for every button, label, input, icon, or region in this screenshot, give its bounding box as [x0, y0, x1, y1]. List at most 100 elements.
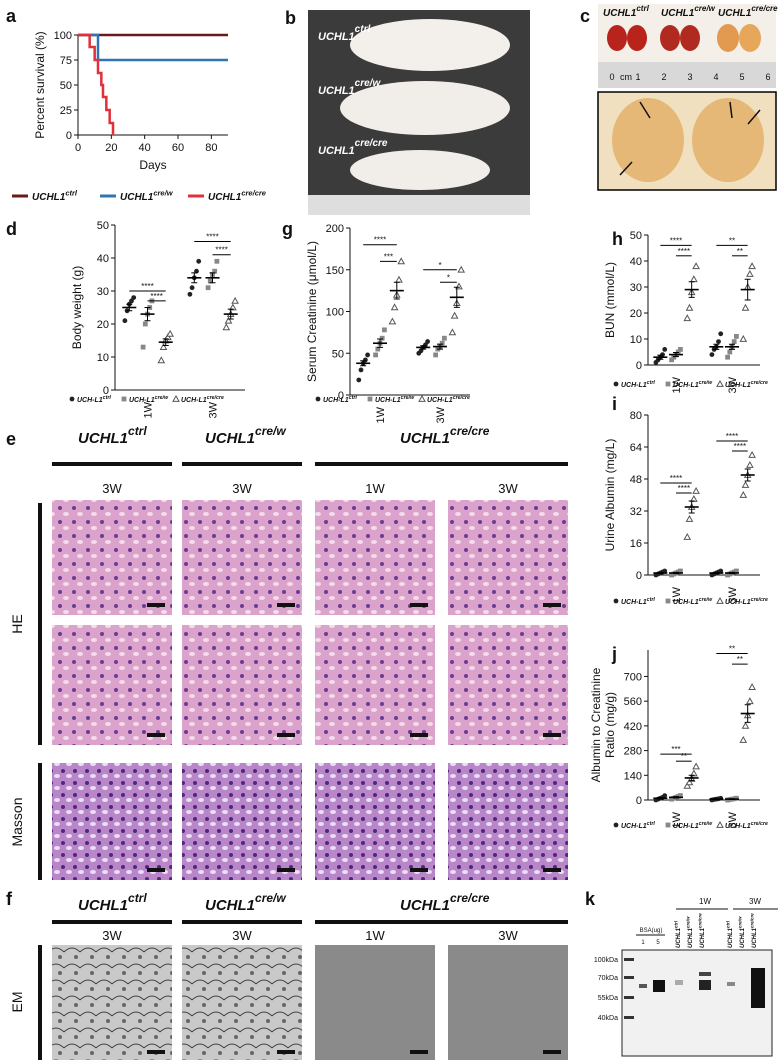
- data-point: [142, 321, 148, 327]
- legend-label: UCHL1ctrl: [673, 920, 682, 948]
- data-point: [207, 278, 213, 284]
- legend-label: UCHL1ctrl: [725, 920, 734, 948]
- significance-label: ****: [670, 474, 682, 483]
- data-point: [196, 258, 202, 264]
- ruler-label: 4: [713, 72, 718, 82]
- legend-label: UCH-L1ctrl: [77, 395, 111, 404]
- survival-line: [78, 33, 115, 135]
- y-tick-label: 140: [624, 770, 642, 782]
- legend-name: UCHL1: [208, 192, 242, 203]
- scale-bar: [277, 1050, 295, 1054]
- legend-label: UCHL1cre/cre: [697, 913, 706, 948]
- error-bar: [657, 354, 664, 360]
- data-point: [367, 396, 373, 402]
- data-point: [741, 303, 750, 311]
- y-tick-label: 50: [60, 80, 72, 92]
- error-bar: [713, 798, 720, 800]
- data-point: [358, 367, 364, 373]
- data-point: [166, 329, 174, 337]
- legend-superscript: cre/w: [401, 395, 415, 401]
- legend-name: UCH-L1: [77, 397, 103, 404]
- error-bar: [144, 307, 151, 322]
- y-tick-label: 0: [636, 360, 642, 372]
- panel-label: c: [580, 6, 590, 26]
- em-image: [315, 945, 435, 1060]
- y-tick-label: 100: [54, 30, 72, 42]
- significance-label: ***: [384, 252, 393, 261]
- data-point: [159, 343, 168, 350]
- significance-label: ***: [671, 745, 680, 754]
- data-point: [131, 295, 137, 300]
- y-tick-label: 50: [97, 220, 109, 232]
- error-bar: [688, 500, 695, 514]
- data-point: [716, 820, 724, 828]
- error-bar: [713, 343, 720, 350]
- legend-superscript: cre/cre: [697, 913, 702, 928]
- y-tick-label: 700: [624, 671, 642, 683]
- ruler-label: cm: [620, 72, 632, 82]
- error-bar: [713, 571, 720, 575]
- column-label: 1W: [365, 928, 385, 943]
- scale-bar: [147, 1050, 165, 1054]
- error-bar: [673, 571, 679, 575]
- legend-label: UCH-L1cre/cre: [181, 395, 224, 404]
- data-point: [731, 339, 737, 344]
- legend-name: UCH-L1: [673, 382, 699, 389]
- significance-label: ****: [678, 247, 690, 256]
- y-tick-label: 75: [60, 55, 72, 67]
- legend-name: UCHL1: [752, 927, 758, 948]
- error-bar: [227, 308, 234, 320]
- genotype-header: UCHL1cre/cre: [400, 891, 490, 914]
- row-label: HE: [9, 614, 25, 633]
- scale-bar: [410, 733, 428, 737]
- error-bar: [729, 571, 735, 575]
- legend-name: UCHL1: [688, 927, 694, 948]
- photo-caption: UCHL1ctrl: [318, 24, 370, 43]
- data-point: [678, 568, 683, 574]
- error-bar: [688, 774, 695, 782]
- significance-label: ****: [215, 246, 227, 255]
- y-tick-label: 16: [630, 538, 642, 550]
- legend-superscript: cre/cre: [751, 821, 768, 827]
- histology-image: [182, 500, 302, 615]
- y-tick-label: 150: [326, 265, 344, 277]
- scale-bar: [543, 603, 561, 607]
- legend-label: UCH-L1cre/cre: [725, 380, 768, 389]
- data-point: [395, 275, 403, 283]
- legend-name: UCH-L1: [129, 397, 155, 404]
- legend-label: UCH-L1cre/w: [673, 380, 713, 389]
- scale-bar: [410, 1050, 428, 1054]
- significance-label: ****: [734, 442, 746, 451]
- y-tick-label: 25: [60, 105, 72, 117]
- data-point: [662, 793, 668, 798]
- data-point: [665, 822, 671, 828]
- y-tick-label: 80: [630, 410, 642, 422]
- gel-marker: 55kDa: [598, 995, 618, 1002]
- data-point: [222, 323, 231, 331]
- data-point: [739, 735, 748, 743]
- error-bar: [360, 360, 367, 367]
- legend-superscript: ctrl: [647, 821, 656, 827]
- legend-name: UCHL1: [700, 927, 706, 948]
- legend-label: UCH-L1cre/w: [129, 395, 169, 404]
- histology-image: [315, 625, 435, 745]
- data-point: [457, 265, 466, 273]
- data-point: [390, 303, 399, 311]
- data-point: [718, 331, 724, 337]
- genotype-header: UCHL1ctrl: [78, 891, 147, 914]
- error-bar: [744, 278, 751, 301]
- scale-bar: [543, 868, 561, 872]
- legend-superscript: cre/w: [699, 821, 713, 827]
- data-point: [613, 381, 619, 387]
- y-tick-label: 64: [630, 442, 642, 454]
- scale-bar: [277, 733, 295, 737]
- legend-label: UCH-L1ctrl: [323, 395, 357, 404]
- error-bar: [420, 345, 427, 350]
- histology-image: [448, 625, 568, 745]
- column-label: 3W: [102, 928, 122, 943]
- legend-superscript: ctrl: [673, 920, 678, 928]
- y-tick-label: 10: [630, 334, 642, 346]
- data-point: [189, 285, 195, 291]
- y-axis-label: Urine Albumin (mg/L): [603, 439, 617, 552]
- significance-label: **: [729, 645, 735, 654]
